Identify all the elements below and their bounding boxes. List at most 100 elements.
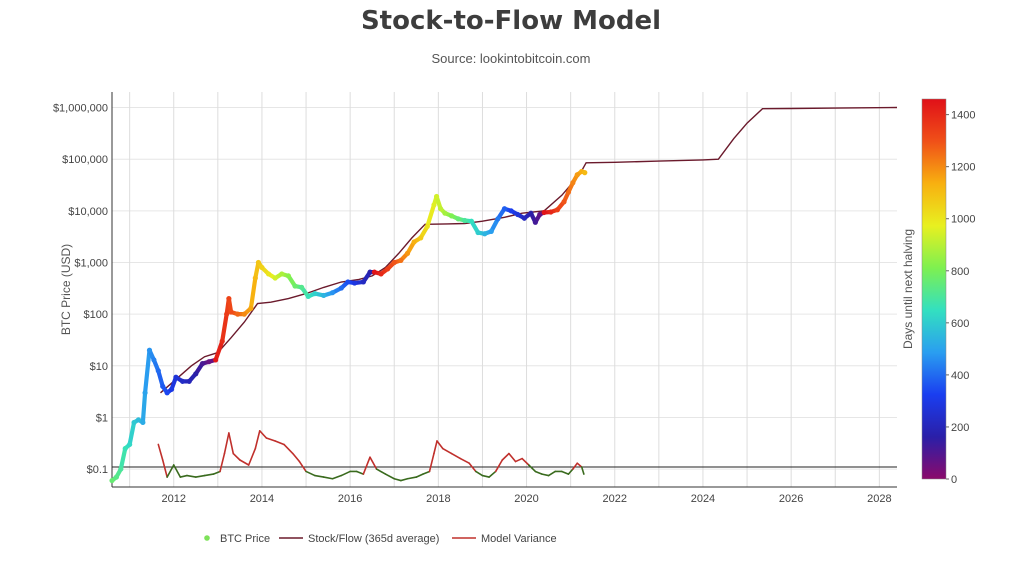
model-variance-segment <box>428 452 435 473</box>
btc-price-point <box>279 271 285 277</box>
btc-price-point <box>321 292 327 299</box>
model-variance-segment <box>340 470 351 477</box>
colorbar-tick-label: 1200 <box>951 162 975 174</box>
x-tick-label: 2020 <box>514 493 538 505</box>
model-variance-segment <box>441 447 453 455</box>
btc-price-point <box>404 250 411 256</box>
tick-label-layer: $0.1 $1 $10 $100 $1,000 $10,000 $100,000 $1,000… <box>53 103 892 505</box>
colorbar-tick-label: 1400 <box>951 110 975 122</box>
grid-layer <box>112 92 897 487</box>
model-variance-segment <box>572 462 579 470</box>
y-axis-title: BTC Price (USD) <box>59 244 73 335</box>
x-tick-label: 2012 <box>161 493 185 505</box>
model-variance-segment <box>450 452 462 460</box>
model-variance-segment <box>298 460 307 473</box>
x-tick-label: 2022 <box>603 493 627 505</box>
model-variance-segment <box>305 470 316 477</box>
btc-price-point <box>255 259 262 266</box>
plot-area <box>112 92 897 487</box>
btc-price-point <box>142 390 148 396</box>
legend-marker-dot <box>204 535 210 541</box>
btc-price-point <box>424 223 430 229</box>
model-variance-segment <box>576 462 583 468</box>
btc-price-point <box>338 285 344 291</box>
legend-item-1[interactable]: Stock/Flow (365d average) <box>279 533 439 545</box>
colorbar-tick-label: 800 <box>951 266 969 278</box>
model-variance-segment <box>247 447 257 466</box>
model-variance-segment <box>580 466 585 475</box>
btc-price-point <box>391 259 397 266</box>
model-variance-segment <box>254 430 261 450</box>
btc-price-point <box>437 206 444 212</box>
btc-price-point <box>548 209 554 215</box>
btc-price-point <box>537 211 543 218</box>
btc-price-point <box>131 419 137 426</box>
model-variance-segment <box>265 437 276 442</box>
model-variance-segment <box>567 468 574 475</box>
btc-price-point <box>272 275 278 281</box>
model-variance-segment <box>228 432 235 455</box>
btc-price-point <box>554 207 561 213</box>
btc-price-point <box>515 211 521 218</box>
btc-price-segment <box>248 275 258 311</box>
model-variance-segment <box>468 462 477 473</box>
btc-price-point <box>173 374 179 380</box>
colorbar: 0 200 400 600 800 1000 1200 1400 Days until next… <box>901 98 975 486</box>
btc-price-point <box>561 199 567 205</box>
btc-price-point <box>140 419 146 426</box>
colorbar-tick-label: 0 <box>951 474 957 486</box>
btc-price-point <box>495 216 501 222</box>
btc-price-point <box>532 219 538 225</box>
x-tick-label: 2016 <box>338 493 362 505</box>
model-variance-segment <box>274 440 285 446</box>
model-variance-segment <box>494 459 504 473</box>
btc-price-point <box>398 257 404 263</box>
y-tick-label: $1,000,000 <box>53 103 108 115</box>
model-variance-segment <box>406 476 418 480</box>
btc-price-point <box>345 279 351 285</box>
btc-price-point <box>299 284 305 290</box>
model-variance-segment <box>514 457 523 463</box>
btc-price-point <box>259 264 265 271</box>
model-variance-segment <box>322 476 334 480</box>
btc-price-point <box>418 235 424 241</box>
btc-price-point <box>292 283 298 289</box>
btc-price-point <box>164 390 170 396</box>
btc-price-point <box>168 386 175 392</box>
model-variance-segment <box>219 452 226 473</box>
btc-price-point <box>127 441 133 448</box>
model-variance-segment <box>415 473 424 478</box>
legend-item-0[interactable]: BTC Price <box>204 533 270 545</box>
model-variance-segment <box>422 470 431 475</box>
btc-price-segment <box>425 202 437 229</box>
btc-price-point <box>285 273 292 279</box>
btc-price-point <box>565 189 572 195</box>
legend-label: Model Variance <box>481 533 557 545</box>
btc-price-point <box>248 305 254 311</box>
model-variance-segment <box>161 459 168 478</box>
btc-price-point <box>228 309 234 315</box>
model-variance-segment <box>203 473 215 477</box>
y-tick-label: $0.1 <box>87 464 108 476</box>
model-variance-layer <box>157 430 585 482</box>
btc-price-segment <box>118 446 128 472</box>
btc-price-layer <box>109 168 588 484</box>
btc-price-segment <box>213 339 225 363</box>
y-tick-label: $10,000 <box>68 206 108 218</box>
btc-price-point <box>118 466 124 472</box>
model-variance-segment <box>362 456 371 475</box>
btc-price-point <box>570 180 576 186</box>
model-variance-segment <box>232 452 241 461</box>
x-tick-label: 2014 <box>250 493 274 505</box>
btc-price-point <box>305 293 311 300</box>
x-tick-label: 2024 <box>691 493 715 505</box>
btc-price-point <box>160 383 166 389</box>
btc-price-point <box>113 474 120 480</box>
btc-price-point <box>508 208 514 214</box>
btc-price-point <box>122 445 128 452</box>
legend-item-2[interactable]: Model Variance <box>452 533 557 545</box>
btc-price-point <box>193 371 199 377</box>
legend[interactable]: BTC Price Stock/Flow (365d average) Model … <box>204 533 557 545</box>
model-variance-segment <box>331 474 343 480</box>
model-variance-segment <box>475 470 484 477</box>
